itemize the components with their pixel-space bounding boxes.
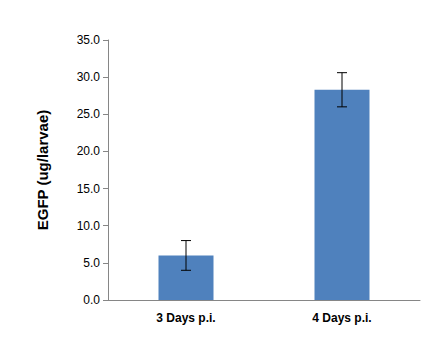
- svg-text:EGFP (ug/larvae): EGFP (ug/larvae): [34, 110, 51, 231]
- svg-text:25.0: 25.0: [77, 107, 101, 121]
- svg-text:3 Days p.i.: 3 Days p.i.: [156, 311, 215, 325]
- svg-text:20.0: 20.0: [77, 144, 101, 158]
- svg-text:0.0: 0.0: [83, 293, 100, 307]
- svg-text:15.0: 15.0: [77, 182, 101, 196]
- svg-text:30.0: 30.0: [77, 70, 101, 84]
- svg-text:4 Days p.i.: 4 Days p.i.: [312, 311, 371, 325]
- svg-text:35.0: 35.0: [77, 33, 101, 47]
- svg-text:10.0: 10.0: [77, 219, 101, 233]
- svg-text:5.0: 5.0: [83, 256, 100, 270]
